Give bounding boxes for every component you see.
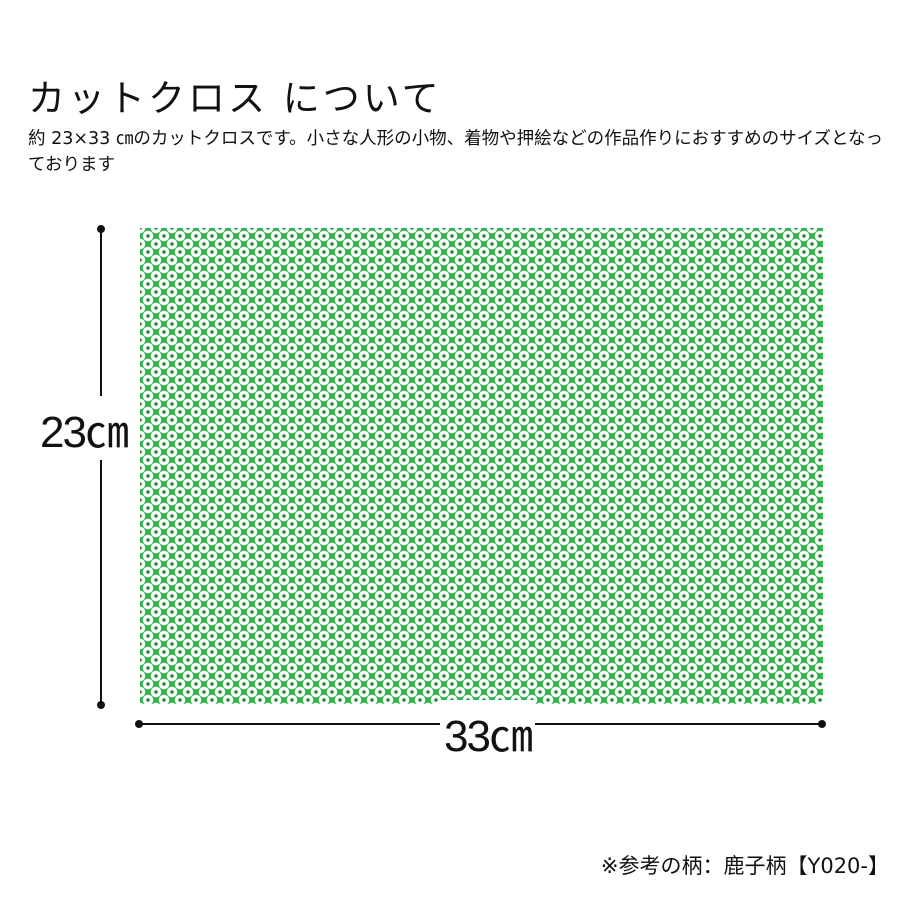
product-description: 約 23×33 ㎝のカットクロスです。小さな人形の小物、着物や押絵などの作品作り… <box>28 129 884 175</box>
width-label: 33㎝ <box>440 700 535 764</box>
page-title: カットクロス について <box>28 77 442 120</box>
height-label: 23㎝ <box>38 396 129 460</box>
width-line-end <box>135 720 143 728</box>
fabric-swatch-image <box>140 228 823 704</box>
pattern-reference-note: ※参考の柄：鹿子柄【Y020-】 <box>600 854 889 878</box>
height-line-end <box>97 701 105 709</box>
height-dimension-line <box>100 229 102 705</box>
width-line-end <box>818 720 826 728</box>
height-line-end <box>97 225 105 233</box>
